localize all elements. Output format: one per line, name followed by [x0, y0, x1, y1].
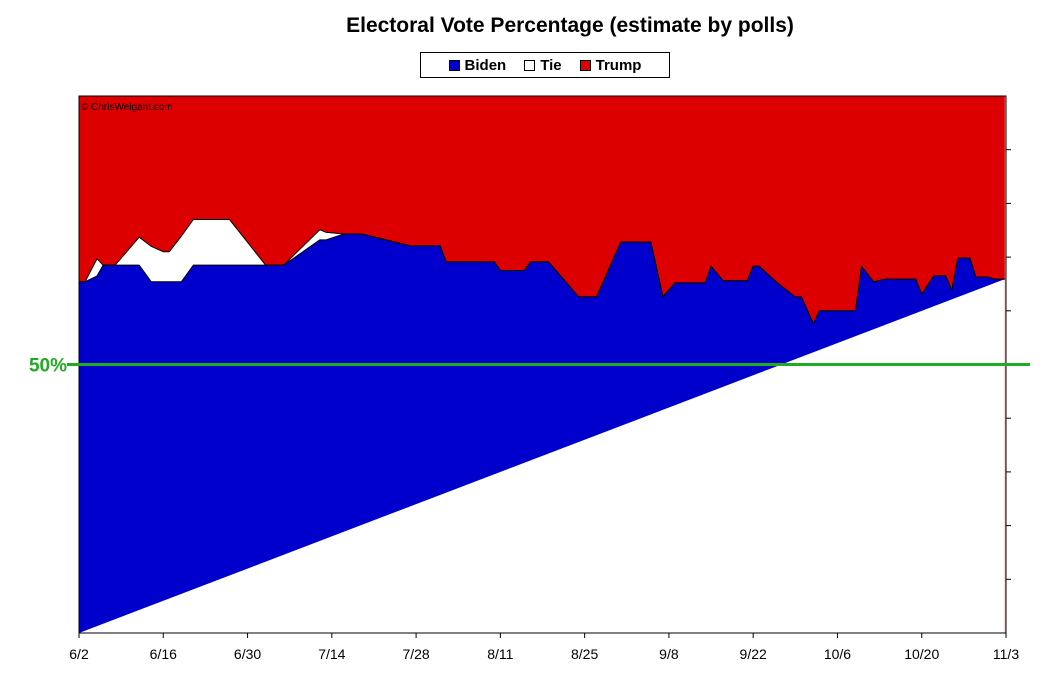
legend-item-biden: Biden [448, 56, 507, 74]
x-tick-label-11: 11/3 [993, 646, 1019, 662]
legend-swatch-tie [524, 59, 536, 71]
x-tick-label-7: 9/8 [659, 646, 679, 662]
x-tick-label-5: 8/11 [487, 646, 513, 662]
x-tick-label-4: 7/28 [402, 646, 429, 662]
chart-title: Electoral Vote Percentage (estimate by p… [346, 14, 794, 37]
legend-swatch-biden [448, 59, 460, 71]
x-tick-label-3: 7/14 [318, 646, 345, 662]
legend-label-biden: Biden [464, 56, 507, 74]
legend-label-tie: Tie [540, 56, 562, 74]
x-tick-label-8: 9/22 [740, 646, 767, 662]
x-tick-label-6: 8/25 [571, 646, 598, 662]
x-tick-label-9: 10/6 [824, 646, 851, 662]
legend-item-trump: Trump [579, 56, 642, 74]
legend-swatch-trump [579, 59, 591, 71]
copyright-text: © ChrisWeigant.com [81, 102, 173, 113]
x-tick-label-0: 6/2 [69, 646, 89, 662]
x-tick-label-1: 6/16 [150, 646, 177, 662]
area-biden [79, 234, 1005, 633]
x-tick-label-10: 10/20 [904, 646, 939, 662]
legend-item-tie: Tie [524, 56, 562, 74]
x-tick-label-2: 6/30 [234, 646, 261, 662]
chart-legend: Biden Tie Trump [420, 52, 670, 78]
legend-label-trump: Trump [595, 56, 642, 74]
line-biden-top [79, 233, 1005, 325]
reference-line-label: 50% [29, 356, 67, 377]
